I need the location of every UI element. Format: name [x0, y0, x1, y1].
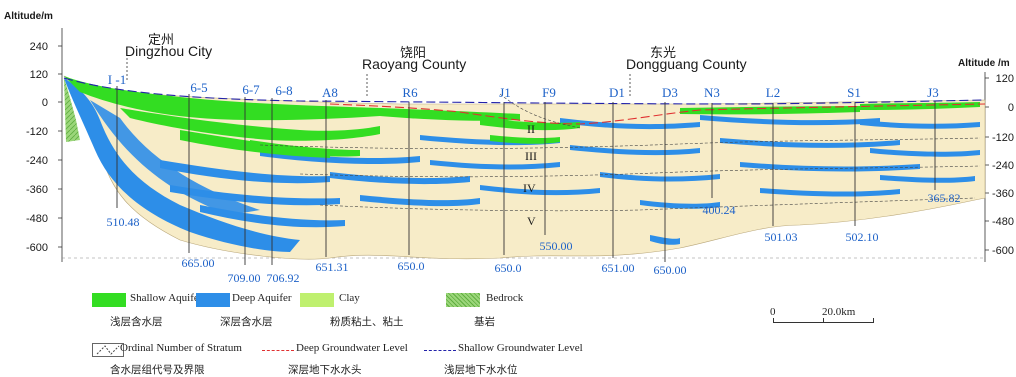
well-depth: 709.00 — [228, 271, 261, 285]
well-depth: 502.10 — [846, 230, 879, 244]
stratum-labels: II III IV V — [523, 122, 537, 228]
well-name: A8 — [322, 85, 338, 100]
place-raoyang-en: Raoyang County — [362, 56, 466, 72]
left-tick-label: 120 — [30, 69, 48, 81]
right-tick-label: 120 — [996, 73, 1014, 85]
left-tick-label: -480 — [26, 213, 48, 225]
well-depth: 550.00 — [540, 239, 573, 253]
right-tick-label: -240 — [992, 160, 1014, 172]
legend-deep-aquifer-cn: 深层含水层 — [220, 316, 273, 328]
well-name: F9 — [542, 85, 556, 100]
left-axis-ticks — [58, 45, 62, 248]
left-tick-label: -120 — [26, 126, 48, 138]
borehole-lines — [116, 86, 936, 265]
well-depth: 510.48 — [107, 215, 140, 229]
scale-bar-tick — [773, 318, 774, 323]
legend-bedrock-cn: 基岩 — [474, 316, 495, 328]
legend-swatch-clay — [300, 293, 334, 307]
legend-clay-en: Clay — [339, 292, 360, 304]
place-raoyang-cn: 饶阳 — [400, 45, 426, 60]
place-dongguang-en: Dongguang County — [626, 56, 747, 72]
well-name: I -1 — [108, 72, 126, 87]
scale-bar-tick — [873, 318, 874, 323]
stratum-label: IV — [523, 181, 536, 195]
well-name: 6-5 — [190, 80, 207, 95]
legend-deep-level-cn: 深层地下水水头 — [288, 364, 362, 376]
legend-line-deep-level — [262, 350, 294, 351]
well-depth: 665.00 — [182, 256, 215, 270]
place-dongguang-cn: 东光 — [650, 45, 676, 60]
right-tick-label: -600 — [992, 245, 1014, 257]
shallow-aquifer-layers — [64, 76, 980, 158]
well-name: D3 — [662, 85, 678, 100]
right-tick-label: -120 — [992, 132, 1014, 144]
deep-aquifer-lens — [90, 100, 260, 215]
right-axis-ticks — [985, 77, 989, 251]
well-depth: 706.92 — [267, 271, 300, 285]
place-markers — [126, 58, 631, 98]
left-tick-labels: 240 120 0 -120 -240 -360 -480 -600 — [26, 41, 48, 254]
left-axis-title: Altitude/m — [4, 11, 53, 22]
right-axis-title: Altitude /m — [958, 58, 1010, 69]
well-name: N3 — [704, 85, 720, 100]
stratum-label: II — [527, 122, 535, 136]
well-depth: 650.0 — [398, 259, 425, 273]
legend-line-shallow-level — [424, 350, 456, 351]
stratum-label: V — [527, 214, 536, 228]
well-depth: 365.82 — [928, 191, 961, 205]
well-name: R6 — [402, 85, 418, 100]
well-names: I -1 6-5 6-7 6-8 A8 R6 J1 F9 D1 D3 N3 L2… — [108, 72, 939, 100]
legend-shallow-level-cn: 浅层地下水水位 — [444, 364, 518, 376]
well-name: J1 — [499, 85, 511, 100]
well-name: 6-7 — [242, 82, 260, 97]
right-tick-label: 0 — [1008, 102, 1014, 114]
well-name: J3 — [927, 85, 939, 100]
left-tick-label: -240 — [26, 155, 48, 167]
legend-clay-cn: 粉质粘土、粘土 — [330, 316, 404, 328]
legend-swatch-shallow-aquifer — [92, 293, 126, 307]
well-depths: 510.48 665.00 709.00 706.92 651.31 650.0… — [107, 191, 961, 285]
legend-stratum-en: Ordinal Number of Stratum — [120, 342, 242, 354]
well-depth: 651.00 — [602, 261, 635, 275]
legend-shallow-aquifer-en: Shallow Aquifer — [130, 292, 203, 304]
deep-groundwater-level-line — [329, 103, 986, 125]
legend-swatch-stratum — [92, 343, 124, 357]
right-tick-label: -360 — [992, 188, 1014, 200]
legend-shallow-level-en: Shallow Groundwater Level — [458, 342, 583, 354]
well-depth: 400.24 — [703, 203, 736, 217]
deep-aquifer-lenses — [160, 115, 980, 245]
legend-deep-aquifer-en: Deep Aquifer — [232, 292, 292, 304]
shallow-groundwater-level-line — [63, 77, 986, 105]
well-name: 6-8 — [275, 83, 292, 98]
stratum-label: III — [525, 149, 537, 163]
right-tick-label: -480 — [992, 216, 1014, 228]
legend-bedrock-en: Bedrock — [486, 292, 524, 304]
left-tick-label: 0 — [42, 97, 48, 109]
deep-aquifer-wedge — [64, 78, 300, 252]
well-name: L2 — [766, 85, 780, 100]
well-depth: 651.31 — [316, 260, 349, 274]
scale-zero: 0 — [770, 306, 776, 318]
place-dingzhou-cn: 定州 — [148, 32, 174, 47]
well-name: D1 — [609, 85, 625, 100]
legend-stratum-cn: 含水层组代号及界限 — [110, 364, 205, 376]
right-tick-labels: 120 0 -120 -240 -360 -480 -600 — [992, 73, 1014, 257]
scale-bar-tick — [823, 318, 824, 323]
place-dingzhou-en: Dingzhou City — [125, 43, 212, 59]
legend-swatch-bedrock — [446, 293, 480, 307]
legend-shallow-aquifer-cn: 浅层含水层 — [110, 316, 163, 328]
bedrock-wedge — [64, 78, 80, 142]
left-tick-label: -600 — [26, 242, 48, 254]
well-depth: 650.00 — [654, 263, 687, 277]
stratum-boundaries — [259, 93, 981, 212]
well-depth: 501.03 — [765, 230, 798, 244]
well-name: S1 — [847, 85, 861, 100]
scale-distance: 20.0km — [822, 306, 856, 318]
left-tick-label: 240 — [30, 41, 48, 53]
well-depth: 650.0 — [495, 261, 522, 275]
left-tick-label: -360 — [26, 184, 48, 196]
legend-deep-level-en: Deep Groundwater Level — [296, 342, 408, 354]
legend-swatch-deep-aquifer — [196, 293, 230, 307]
